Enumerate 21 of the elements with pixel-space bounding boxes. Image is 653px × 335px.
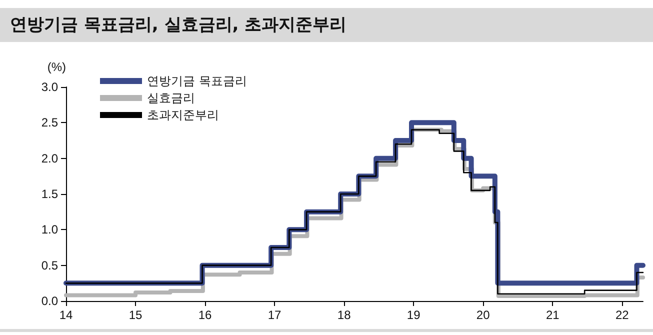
legend-label: 초과지준부리 [147, 108, 219, 122]
x-tick-label: 20 [476, 308, 490, 322]
x-tick-label: 19 [406, 308, 421, 322]
x-tick-label: 16 [198, 308, 212, 322]
x-tick-label: 14 [59, 308, 73, 322]
y-tick-label: 1.5 [41, 187, 58, 201]
x-tick-label: 17 [268, 308, 282, 322]
y-axis-title: (%) [47, 60, 66, 74]
y-tick-label: 0.5 [41, 258, 58, 272]
chart-title: 연방기금 목표금리, 실효금리, 초과지준부리 [0, 8, 653, 42]
legend-label: 연방기금 목표금리 [147, 74, 247, 88]
x-tick-label: 22 [615, 308, 630, 322]
legend-label: 실효금리 [147, 91, 195, 105]
x-tick-label: 21 [546, 308, 560, 322]
y-tick-label: 1.0 [41, 222, 58, 237]
y-tick-label: 0.0 [41, 294, 58, 308]
x-tick-label: 18 [337, 308, 352, 322]
x-tick-label: 15 [128, 308, 143, 322]
y-tick-label: 2.5 [41, 116, 58, 130]
y-tick-label: 2.0 [41, 151, 58, 166]
y-tick-label: 3.0 [41, 80, 58, 94]
